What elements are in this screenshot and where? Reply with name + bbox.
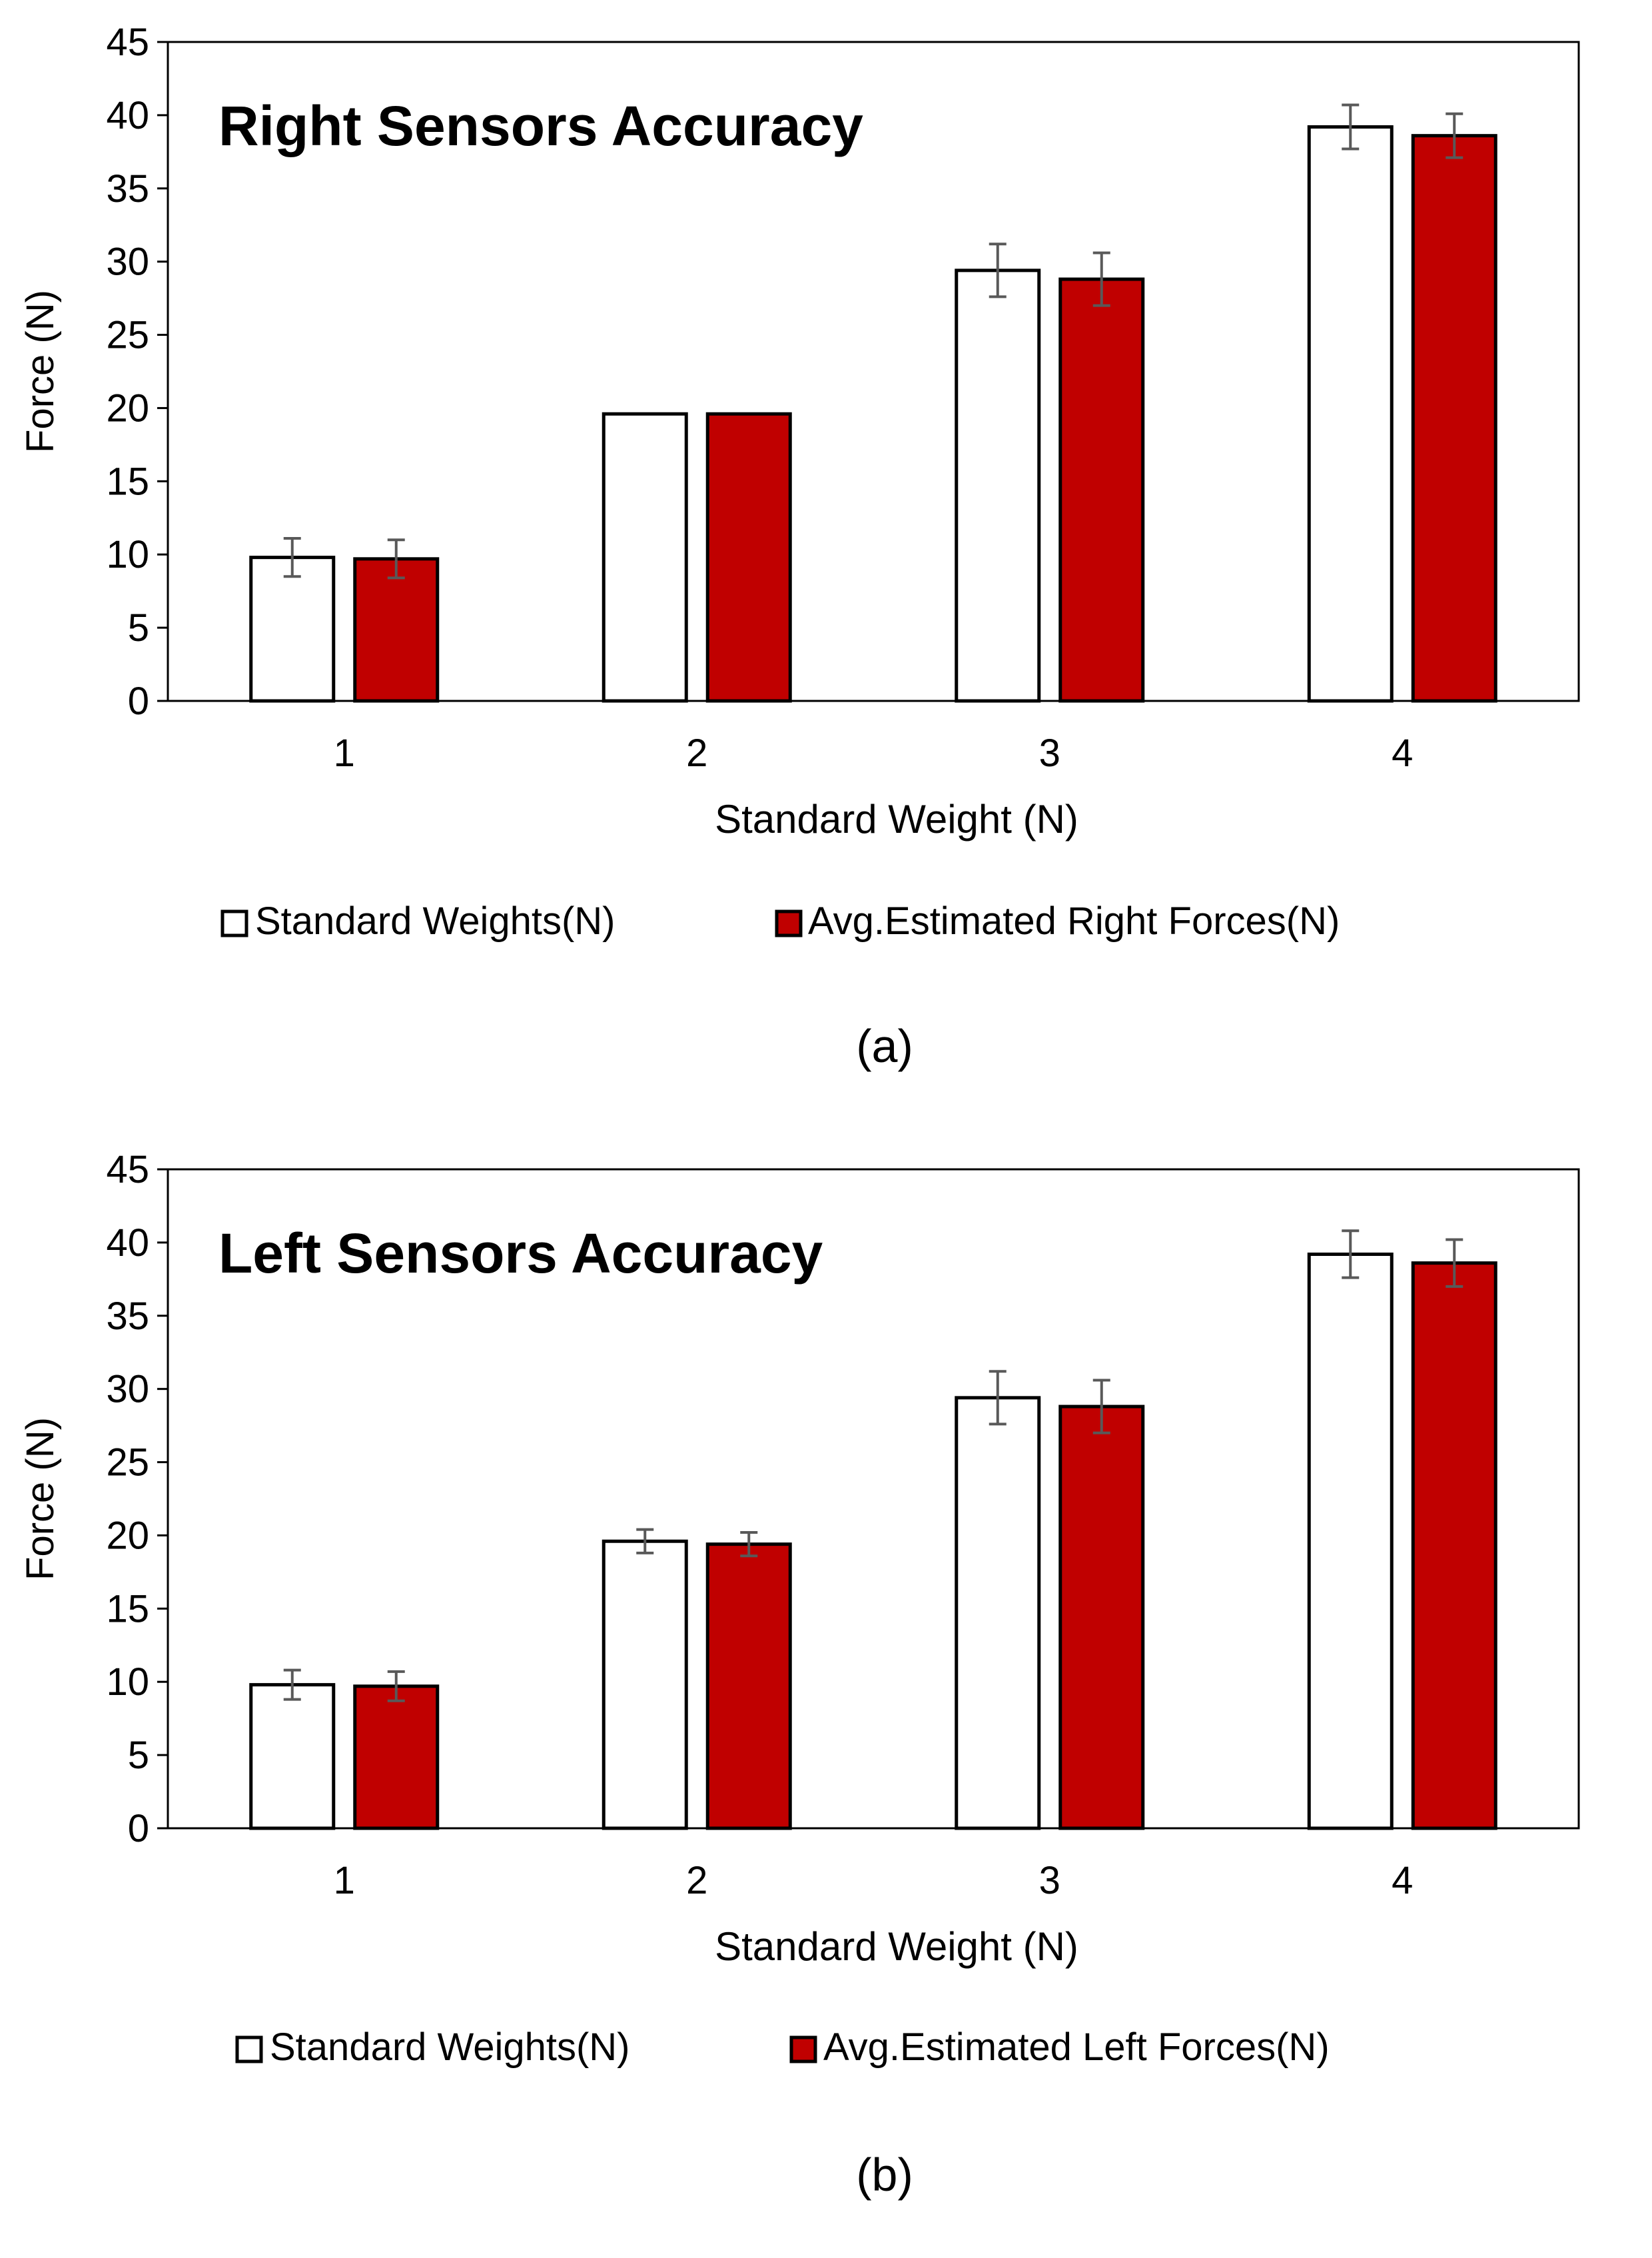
y-tick-label: 25 [106, 1441, 149, 1484]
y-tick-label: 30 [106, 1368, 149, 1411]
plot-area [167, 41, 1580, 702]
bar-standard-2 [602, 1539, 688, 1830]
panel-label: (b) [856, 2149, 913, 2201]
y-tick-label: 45 [106, 21, 149, 64]
x-tick-label: 2 [686, 1859, 707, 1902]
y-tick-label: 0 [128, 680, 149, 723]
y-tick-label: 20 [106, 1514, 149, 1557]
bar-standard-3 [955, 1396, 1041, 1830]
y-tick-label: 35 [106, 167, 149, 211]
bar-standard-4 [1307, 125, 1394, 703]
legend-label-standard: Standard Weights(N) [270, 2025, 630, 2069]
bar-estimated-3 [1058, 277, 1145, 703]
y-tick-label: 0 [128, 1807, 149, 1850]
y-tick-label: 10 [106, 533, 149, 576]
legend-swatch-estimated [789, 2035, 817, 2063]
legend: Standard Weights(N) Avg.Estimated Right F… [220, 899, 1340, 943]
x-tick-label: 3 [1039, 1859, 1060, 1902]
bar-standard-2 [602, 412, 688, 703]
bar-standard-1 [249, 556, 336, 703]
y-tick-label: 5 [128, 606, 149, 650]
chart-a: 0 5 10 15 20 25 30 35 40 45 Force (N) 1 2 3 4 Right Sen… [19, 21, 1580, 1072]
y-tick-label: 30 [106, 241, 149, 284]
x-tick-label: 3 [1039, 732, 1060, 775]
y-tick-label: 35 [106, 1295, 149, 1338]
y-tick-label: 15 [106, 460, 149, 503]
chart-title: Left Sensors Accuracy [218, 1222, 823, 1285]
y-tick-label: 5 [128, 1734, 149, 1777]
legend-swatch-estimated [775, 909, 803, 937]
bar-estimated-1 [353, 557, 440, 703]
x-axis-label: Standard Weight (N) [715, 797, 1078, 842]
x-tick-label: 4 [1392, 732, 1413, 775]
bar-standard-3 [955, 269, 1041, 703]
legend-swatch-standard [220, 909, 248, 937]
y-tick-label: 15 [106, 1587, 149, 1630]
bar-estimated-2 [705, 1542, 792, 1830]
bar-estimated-1 [353, 1684, 440, 1830]
y-tick-label: 20 [106, 386, 149, 430]
legend-label-standard: Standard Weights(N) [255, 899, 616, 943]
legend-label-estimated: Avg.Estimated Right Forces(N) [808, 899, 1340, 943]
bar-estimated-3 [1058, 1405, 1145, 1830]
chart-title: Right Sensors Accuracy [218, 95, 863, 157]
bar-estimated-4 [1411, 134, 1497, 703]
y-tick-label: 25 [106, 314, 149, 357]
chart-b: 0 5 10 15 20 25 30 35 40 45 Force (N) 1 2 3 4 Left Sens… [19, 1148, 1580, 2201]
bar-standard-1 [249, 1683, 336, 1830]
x-tick-label: 1 [334, 732, 355, 775]
plot-area [167, 1168, 1580, 1830]
y-tick-label: 40 [106, 94, 149, 137]
legend-label-estimated: Avg.Estimated Left Forces(N) [823, 2025, 1330, 2069]
x-tick-label: 1 [334, 1859, 355, 1902]
y-axis-label: Force (N) [19, 290, 62, 453]
x-tick-label: 2 [686, 732, 707, 775]
bar-estimated-2 [705, 412, 792, 703]
bar-standard-4 [1307, 1252, 1394, 1830]
y-axis-label: Force (N) [19, 1417, 62, 1580]
legend-swatch-standard [235, 2035, 263, 2063]
x-tick-label: 4 [1392, 1859, 1413, 1902]
y-tick-label: 40 [106, 1221, 149, 1265]
y-tick-label: 45 [106, 1148, 149, 1191]
bar-estimated-4 [1411, 1261, 1497, 1830]
panel-label: (a) [856, 1020, 913, 1072]
x-axis-label: Standard Weight (N) [715, 1924, 1078, 1969]
y-tick-label: 10 [106, 1660, 149, 1704]
legend: Standard Weights(N) Avg.Estimated Left Fo… [235, 2025, 1330, 2069]
